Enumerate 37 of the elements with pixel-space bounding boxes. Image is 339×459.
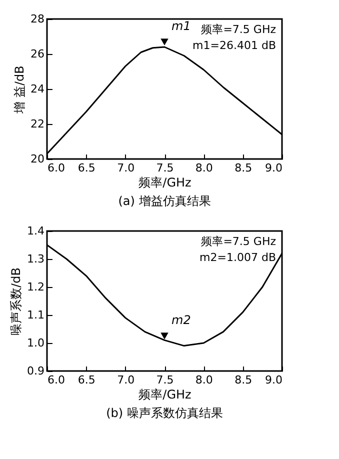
annotation: m1=26.401 dB: [192, 39, 276, 52]
y-tick-label: 28: [30, 12, 44, 26]
x-tick-label: 7.0: [117, 374, 135, 386]
x-tick-label: 8.5: [234, 162, 252, 174]
x-tick-label: 7.5: [156, 374, 174, 386]
y-tick-label: 20: [30, 152, 44, 166]
annotation: m1: [172, 18, 191, 33]
x-axis-title: 频率/GHz: [138, 388, 192, 402]
x-tick-label: 7.0: [117, 162, 135, 174]
annotation: m2: [172, 313, 191, 328]
x-tick-label: 8.5: [234, 374, 252, 386]
text: (b) 噪声系数仿真结果: [106, 406, 223, 420]
y-tick-label: 26: [30, 48, 44, 60]
y-tick-label: 1.3: [27, 252, 44, 266]
y-tick-label: 1.1: [27, 308, 44, 322]
text: (a) 增益仿真结果: [118, 194, 211, 208]
y-tick-label: 0.9: [27, 364, 44, 378]
annotation: 频率=7.5 GHz: [201, 23, 276, 36]
y-tick-label: 24: [30, 82, 44, 96]
y-tick-label: 1.4: [27, 224, 44, 238]
y-tick-label: 1.0: [27, 336, 44, 350]
x-axis-title: 频率/GHz: [138, 176, 192, 190]
y-axis-title: 噪声系数/dB: [9, 268, 24, 336]
x-tick-label: 7.5: [156, 162, 174, 174]
x-tick-label: 6.5: [78, 162, 96, 174]
x-tick-label: 6.0: [48, 162, 65, 174]
x-tick-label: 8.0: [195, 374, 213, 386]
x-tick-label: 6.5: [78, 374, 96, 386]
y-axis-title: 增 益/dB: [12, 66, 27, 114]
y-tick-label: 1.2: [27, 280, 44, 294]
x-tick-label: 9.0: [265, 374, 282, 386]
x-tick-label: 8.0: [195, 162, 213, 174]
annotation: 频率=7.5 GHz: [201, 235, 276, 248]
x-tick-label: 6.0: [48, 374, 65, 386]
y-tick-label: 22: [30, 118, 44, 130]
x-tick-label: 9.0: [265, 162, 282, 174]
annotation: m2=1.007 dB: [200, 251, 276, 264]
